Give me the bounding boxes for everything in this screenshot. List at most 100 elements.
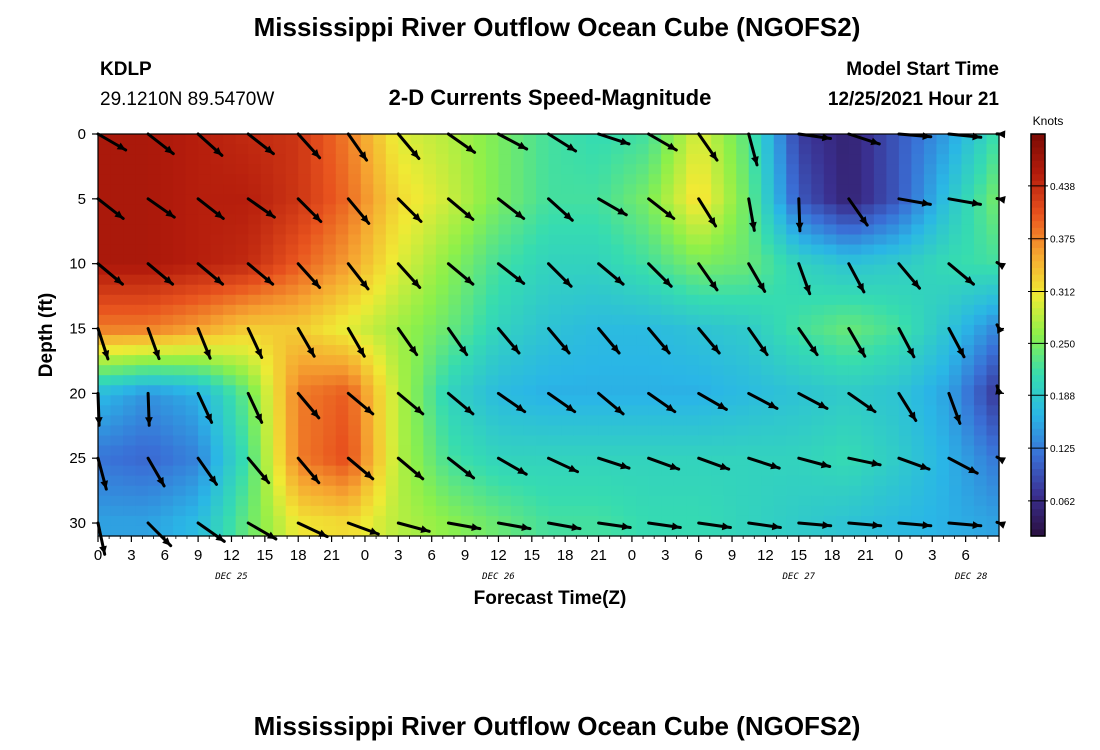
heatmap-cell — [561, 284, 575, 296]
heatmap-cell — [873, 234, 887, 246]
heatmap-cell — [423, 244, 437, 256]
heatmap-cell — [198, 525, 212, 537]
heatmap-cell — [485, 284, 500, 296]
heatmap-cell — [385, 475, 399, 487]
heatmap-cell — [798, 304, 812, 316]
colorbar-tick-label: 0.188 — [1050, 391, 1075, 402]
heatmap-cell — [573, 294, 587, 306]
heatmap-cell — [523, 475, 537, 487]
heatmap-cell — [636, 324, 650, 336]
heatmap-cell — [448, 184, 462, 195]
heatmap-cell — [711, 465, 725, 477]
heatmap-cell — [611, 395, 625, 406]
heatmap-cell — [323, 244, 337, 256]
heatmap-cell — [448, 495, 462, 507]
heatmap-cell — [310, 194, 324, 205]
heatmap-cell — [711, 304, 725, 316]
heatmap-cell — [698, 144, 712, 155]
heatmap-cell — [448, 445, 462, 457]
heatmap-cell — [298, 244, 312, 256]
y-tick-label: 20 — [69, 385, 86, 402]
heatmap-cell — [586, 184, 600, 195]
heatmap-cell — [861, 254, 875, 266]
heatmap-cell — [548, 244, 562, 256]
heatmap-cell — [973, 184, 988, 195]
heatmap-cell — [786, 284, 800, 296]
heatmap-cell — [848, 515, 862, 527]
heatmap-cell — [711, 335, 725, 346]
heatmap-cell — [948, 375, 963, 386]
current-arrow — [346, 391, 375, 416]
heatmap-cell — [373, 375, 387, 386]
heatmap-cell — [148, 244, 162, 256]
heatmap-cell — [636, 375, 650, 386]
heatmap-cell — [110, 335, 124, 346]
heatmap-cell — [248, 164, 262, 175]
arrow-head — [464, 276, 473, 285]
heatmap-cell — [410, 435, 424, 447]
heatmap-cell — [923, 134, 938, 145]
heatmap-cell — [736, 445, 750, 457]
heatmap-cell — [823, 144, 837, 155]
heatmap-cell — [711, 134, 725, 145]
heatmap-cell — [160, 405, 174, 416]
heatmap-cell — [748, 465, 762, 477]
heatmap-cell — [335, 415, 349, 427]
heatmap-cell — [348, 375, 362, 386]
heatmap-cell — [460, 395, 475, 406]
arrow-head — [464, 405, 473, 414]
heatmap-cell — [561, 244, 575, 256]
heatmap-cell — [535, 134, 550, 145]
heatmap-cell — [936, 485, 950, 497]
heatmap-cell — [961, 304, 975, 316]
heatmap-cell — [185, 405, 199, 416]
heatmap-cell — [611, 324, 625, 336]
heatmap-cell — [198, 395, 212, 406]
heatmap-cell — [798, 465, 812, 477]
heatmap-cell — [248, 194, 262, 205]
heatmap-cell — [135, 204, 149, 215]
heatmap-cell — [836, 405, 850, 416]
heatmap-cell — [773, 174, 787, 185]
heatmap-cell — [473, 274, 487, 286]
heatmap-cell — [911, 294, 925, 306]
heatmap-cell — [961, 355, 975, 366]
heatmap-cell — [398, 174, 412, 185]
heatmap-cell — [273, 495, 287, 507]
heatmap-cell — [786, 194, 800, 205]
heatmap-cell — [948, 204, 963, 215]
heatmap-cell — [698, 164, 712, 175]
heatmap-cell — [123, 194, 137, 205]
heatmap-cell — [573, 445, 587, 457]
heatmap-cell — [223, 465, 237, 477]
heatmap-cell — [886, 294, 900, 306]
heatmap-cell — [410, 365, 424, 376]
colorbar-swatch — [1031, 227, 1045, 236]
heatmap-cell — [123, 525, 137, 537]
heatmap-cell — [723, 515, 737, 527]
heatmap-cell — [811, 395, 825, 406]
heatmap-cell — [248, 214, 262, 226]
heatmap-cell — [273, 395, 287, 406]
heatmap-cell — [173, 345, 187, 356]
heatmap-cell — [535, 244, 550, 256]
heatmap-cell — [886, 304, 900, 316]
heatmap-cell — [285, 455, 299, 467]
heatmap-cell — [786, 355, 800, 366]
heatmap-cell — [798, 224, 812, 236]
arrow-head — [972, 521, 981, 529]
heatmap-cell — [773, 395, 787, 406]
heatmap-cell — [548, 505, 562, 517]
heatmap-cell — [936, 415, 950, 427]
heatmap-cell — [485, 345, 500, 356]
heatmap-cell — [473, 345, 487, 356]
heatmap-cell — [761, 164, 775, 175]
heatmap-cell — [323, 355, 337, 366]
heatmap-cell — [98, 505, 112, 517]
heatmap-cell — [510, 324, 525, 336]
current-arrow — [296, 327, 316, 358]
heatmap-cell — [273, 355, 287, 366]
heatmap-cell — [98, 284, 112, 296]
heatmap-cell — [648, 465, 662, 477]
heatmap-cell — [798, 435, 812, 447]
